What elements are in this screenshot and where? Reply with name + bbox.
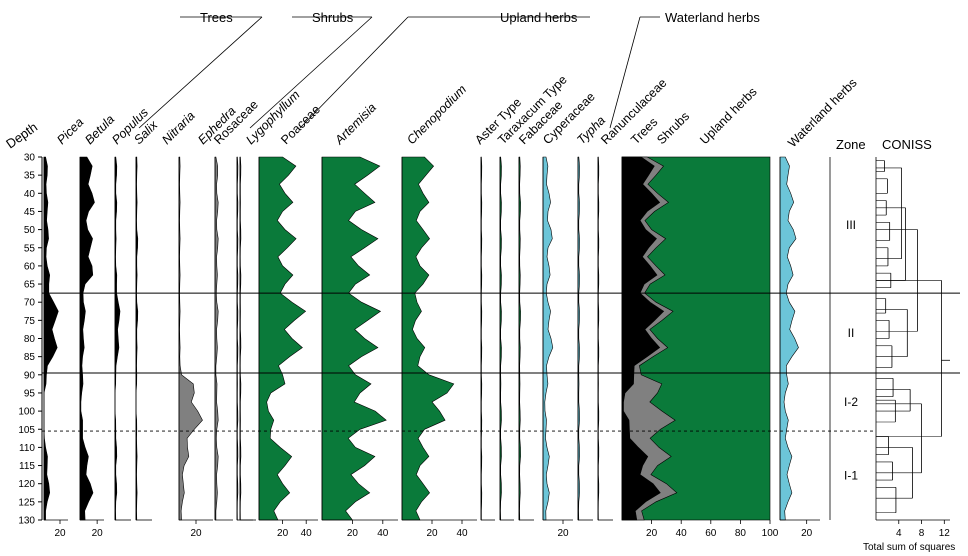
- header-connector: [249, 16, 373, 129]
- depth-axis: 30 35 40 45 50 55 60 65 70 75 80 85 90 95 100 105 110 115…: [18, 153, 43, 527]
- depth-tick-label: 70: [24, 298, 36, 309]
- taxon-tick-label: 20: [426, 528, 438, 539]
- taxon-label-betula: Betula: [82, 112, 117, 147]
- waterland-total-tick-label: 20: [801, 528, 813, 539]
- cumulative-tick-label: 20: [646, 528, 658, 539]
- group-header-trees: Trees: [200, 10, 233, 25]
- depth-axis-label: Depth: [3, 119, 40, 151]
- coniss-title: CONISS: [882, 137, 932, 152]
- taxon-area-betula: [79, 156, 95, 521]
- header-connector: [299, 16, 409, 129]
- panel-populus: Populus: [109, 105, 151, 521]
- depth-tick-label: 130: [18, 516, 35, 527]
- taxon-tick-label: 40: [377, 528, 389, 539]
- taxon-area-cyperaceae: [542, 156, 554, 521]
- taxon-tick-label: 20: [54, 528, 66, 539]
- panel-salix: Salix: [131, 118, 161, 521]
- depth-tick-label: 115: [19, 461, 35, 472]
- panel-rosaceae: Rosaceae: [211, 97, 261, 521]
- zone-label-i-1: I-1: [844, 469, 858, 483]
- depth-tick-label: 65: [24, 280, 36, 291]
- depth-tick-label: 100: [18, 407, 35, 418]
- depth-tick-label: 80: [24, 334, 36, 345]
- panel-fabaceae: Fabaceae: [516, 98, 565, 521]
- taxon-area-salix: [135, 156, 139, 521]
- taxon-area-fabaceae: [518, 156, 521, 521]
- depth-tick-label: 30: [24, 153, 36, 164]
- depth-tick-label: 40: [24, 189, 36, 200]
- group-header-shrubs: Shrubs: [312, 10, 354, 25]
- cumulative-tick-label: 80: [735, 528, 747, 539]
- trees-cumulative-area: [621, 156, 665, 521]
- panel-nitraria: 20 Nitraria: [159, 109, 213, 539]
- depth-tick-label: 60: [24, 261, 36, 272]
- taxon-area-artemisia: [321, 156, 387, 521]
- group-header-waterland-herbs: Waterland herbs: [665, 10, 760, 25]
- taxon-area-typha: [577, 156, 580, 521]
- depth-tick-label: 125: [18, 497, 35, 508]
- panel-artemisia: 20 40 Artemisia: [321, 100, 398, 539]
- taxon-area-picea: [43, 156, 59, 521]
- header-connectors: [138, 16, 641, 129]
- cumulative-tick-label: 100: [762, 528, 779, 539]
- depth-tick-label: 50: [24, 225, 36, 236]
- depth-tick-label: 90: [24, 370, 36, 381]
- zone-label-ii: II: [848, 326, 855, 340]
- group-header-upland-herbs: Upland herbs: [500, 10, 578, 25]
- taxon-area-chenopodium: [401, 156, 455, 521]
- panel-chenopodium: 20 40 Chenopodium: [401, 82, 477, 539]
- panel-typha: Typha: [574, 113, 608, 521]
- depth-tick-label: 120: [18, 479, 35, 490]
- zone-label-iii: III: [846, 218, 856, 232]
- taxon-tick-label: 20: [557, 528, 569, 539]
- panel-betula: 20 Betula: [79, 112, 117, 539]
- taxon-area-nitraria: [178, 156, 203, 521]
- taxon-tick-label: 20: [277, 528, 289, 539]
- depth-tick-label: 110: [19, 443, 35, 454]
- taxon-area-populus: [114, 156, 121, 521]
- zone-label-i-2: I-2: [844, 395, 858, 409]
- header-connector: [138, 16, 263, 129]
- taxon-label-picea: Picea: [54, 115, 86, 147]
- header-connector: [609, 16, 641, 129]
- taxon-area-ephedra: [214, 156, 219, 521]
- zone-boundary-lines: [42, 292, 960, 432]
- zone-title: Zone: [836, 137, 866, 152]
- coniss-tick-label: 8: [919, 528, 925, 539]
- depth-tick-label: 95: [24, 388, 36, 399]
- group-headers: Trees Shrubs Upland herbs Waterland herb…: [180, 10, 760, 25]
- cumulative-label-upland-herbs: Upland herbs: [697, 85, 759, 147]
- coniss-axis-label: Total sum of squares: [863, 542, 955, 553]
- depth-tick-label: 85: [24, 352, 36, 363]
- depth-tick-label: 105: [18, 425, 35, 436]
- coniss-tick-label: 4: [896, 528, 902, 539]
- taxon-tick-label: 40: [301, 528, 313, 539]
- taxon-tick-label: 40: [456, 528, 468, 539]
- taxon-tick-label: 20: [190, 528, 202, 539]
- panel-aster-type: Aster Type: [472, 95, 524, 521]
- taxon-tick-label: 20: [92, 528, 104, 539]
- taxon-label-chenopodium: Chenopodium: [404, 82, 469, 147]
- depth-tick-label: 55: [24, 243, 36, 254]
- cumulative-label-shrubs: Shrubs: [654, 109, 692, 147]
- coniss-tick-label: 12: [939, 528, 951, 539]
- cumulative-tick-label: 40: [676, 528, 688, 539]
- taxon-area-poaceae: [258, 156, 307, 521]
- taxon-label-nitraria: Nitraria: [159, 109, 197, 147]
- depth-tick-label: 35: [24, 171, 36, 182]
- taxon-label-artemisia: Artemisia: [332, 100, 379, 147]
- depth-tick-label: 45: [24, 207, 36, 218]
- coniss-panel: CONISS Total sum of squares 4 8 12: [863, 137, 955, 553]
- waterland-total-area: [779, 156, 799, 521]
- taxon-tick-label: 20: [347, 528, 359, 539]
- panel-ephedra: Ephedra: [195, 104, 239, 521]
- depth-tick-label: 75: [24, 316, 36, 327]
- cumulative-tick-label: 60: [705, 528, 717, 539]
